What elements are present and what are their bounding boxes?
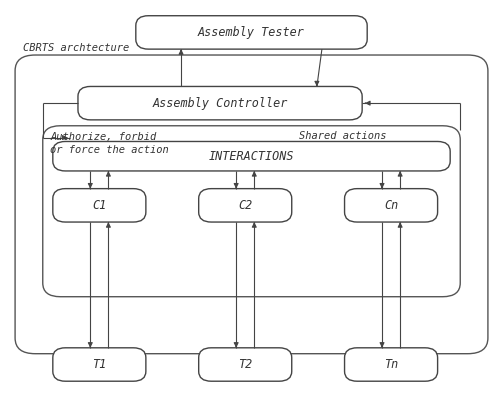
Text: Assembly Controller: Assembly Controller <box>152 97 288 110</box>
FancyBboxPatch shape <box>199 189 292 222</box>
Text: Cn: Cn <box>384 199 398 212</box>
FancyBboxPatch shape <box>53 141 450 171</box>
Text: C1: C1 <box>92 199 107 212</box>
FancyBboxPatch shape <box>345 348 438 381</box>
FancyBboxPatch shape <box>136 16 367 49</box>
Text: Shared actions: Shared actions <box>299 130 387 141</box>
FancyBboxPatch shape <box>53 348 146 381</box>
FancyBboxPatch shape <box>43 126 460 297</box>
FancyBboxPatch shape <box>78 86 362 120</box>
FancyBboxPatch shape <box>53 189 146 222</box>
Text: CBRTS archtecture: CBRTS archtecture <box>23 43 129 53</box>
FancyBboxPatch shape <box>199 348 292 381</box>
Text: INTERACTIONS: INTERACTIONS <box>209 150 294 163</box>
FancyBboxPatch shape <box>345 189 438 222</box>
Text: Tn: Tn <box>384 358 398 371</box>
Text: T2: T2 <box>238 358 253 371</box>
Text: Assembly Tester: Assembly Tester <box>198 26 305 39</box>
Text: C2: C2 <box>238 199 253 212</box>
FancyBboxPatch shape <box>15 55 488 354</box>
Text: Authorize, forbid
or force the action: Authorize, forbid or force the action <box>50 132 169 155</box>
Text: T1: T1 <box>92 358 107 371</box>
